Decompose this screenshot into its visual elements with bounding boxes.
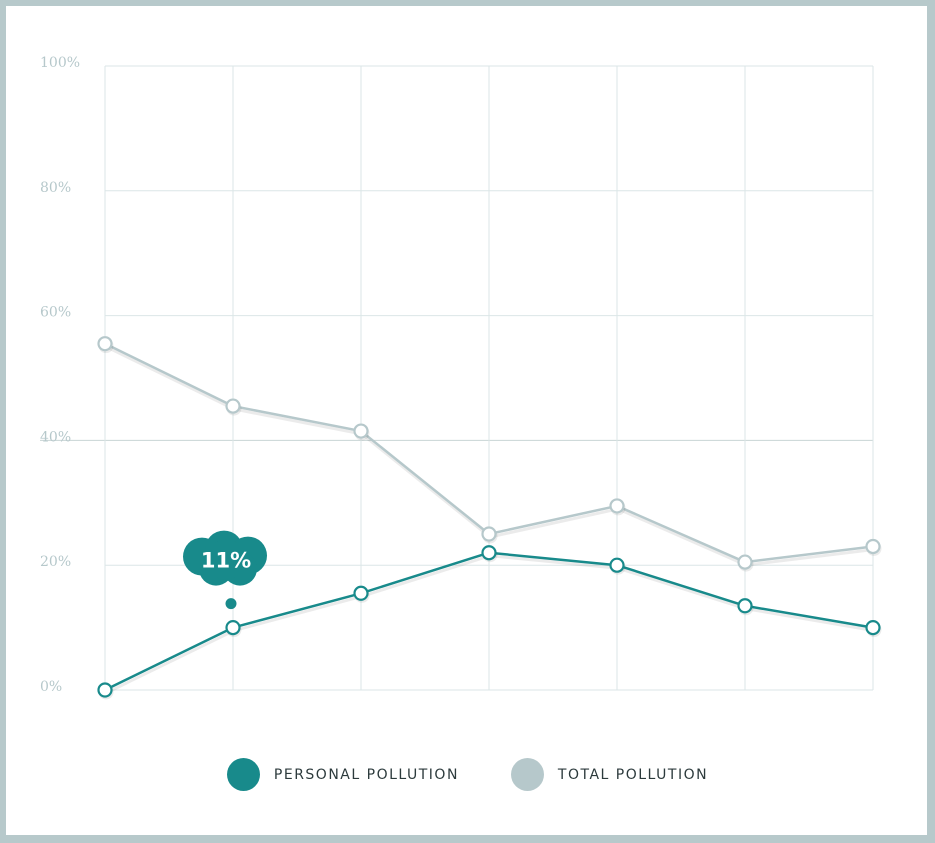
- y-tick-label: 0%: [40, 679, 62, 695]
- data-point: [97, 336, 113, 352]
- data-point: [353, 423, 369, 439]
- annotation-dot: [225, 598, 237, 610]
- legend-label: PERSONAL POLLUTION: [273, 766, 459, 783]
- legend-label: TOTAL POLLUTION: [557, 766, 709, 783]
- legend-swatch-personal-pollution: [226, 758, 260, 791]
- y-axis-ticks: 0% 20% 40% 60% 80% 100%: [40, 55, 80, 695]
- legend-item-personal-pollution[interactable]: PERSONAL POLLUTION: [226, 758, 459, 791]
- chart-grid: [40, 65, 874, 691]
- data-point: [225, 619, 241, 636]
- annotation: 11%: [183, 530, 267, 610]
- chart-frame: [6, 6, 927, 835]
- legend-swatch-total-pollution: [510, 758, 544, 791]
- data-point: [481, 526, 497, 542]
- data-point: [865, 538, 881, 555]
- data-point: [737, 598, 753, 614]
- y-tick-label: 60%: [40, 305, 71, 321]
- annotation-cloud-part: [206, 539, 246, 580]
- y-tick-label: 40%: [40, 429, 71, 445]
- y-tick-label: 80%: [40, 180, 71, 196]
- data-point: [737, 554, 753, 570]
- data-point: [225, 398, 241, 414]
- data-point: [609, 557, 625, 573]
- legend: PERSONAL POLLUTION TOTAL POLLUTION: [0, 758, 935, 791]
- data-point: [97, 682, 113, 698]
- data-point: [353, 585, 369, 601]
- data-point: [865, 619, 881, 636]
- y-tick-label: 20%: [40, 554, 71, 570]
- legend-item-total-pollution[interactable]: TOTAL POLLUTION: [510, 758, 709, 791]
- data-point: [481, 545, 497, 561]
- annotation-label: 11%: [201, 549, 251, 573]
- y-tick-label: 100%: [40, 55, 80, 71]
- data-point: [609, 498, 625, 514]
- series-points: [97, 336, 882, 700]
